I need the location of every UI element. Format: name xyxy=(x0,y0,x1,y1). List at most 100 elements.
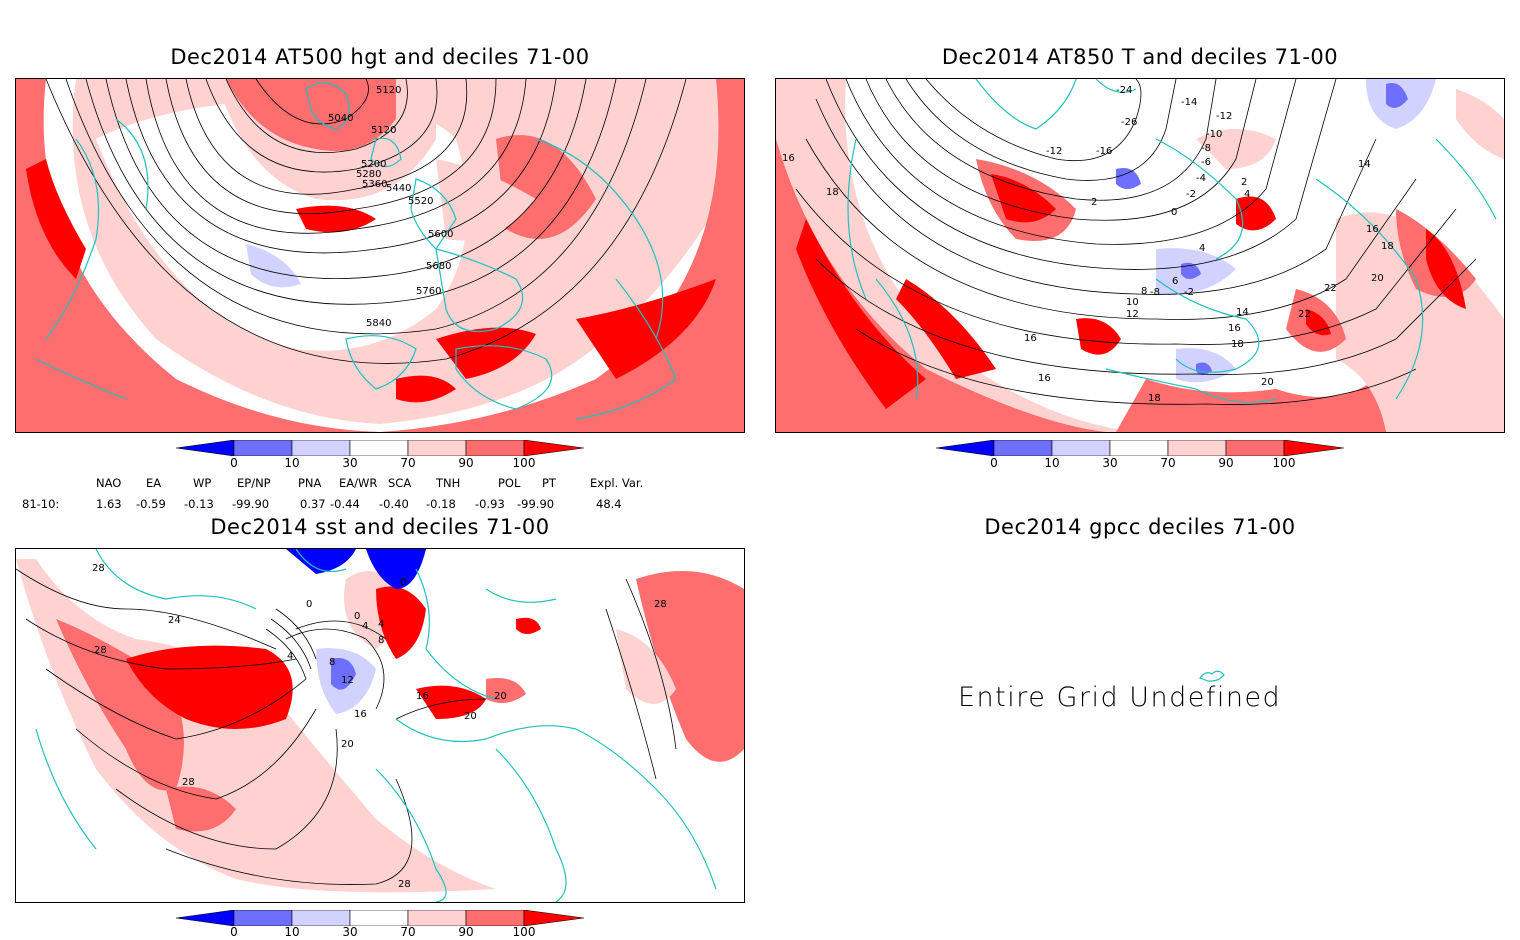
index-header: PNA xyxy=(298,476,322,490)
sst-map-canvas: 28 24 28 0 0 0 4 4 4 8 8 12 16 16 20 20 … xyxy=(16,549,744,902)
contour-label: 28 xyxy=(92,563,105,574)
contour-label: 28 xyxy=(182,777,195,788)
index-header: NAO xyxy=(96,476,122,490)
contour-label: 18 xyxy=(826,187,839,198)
colorbar-tick: 70 xyxy=(400,925,416,939)
contour-label: 16 xyxy=(1024,333,1037,344)
contour-label: -10 xyxy=(1206,129,1222,140)
index-value: -0.44 xyxy=(330,497,360,511)
colorbar-tick: 30 xyxy=(342,925,358,939)
contour-label: 16 xyxy=(782,153,795,164)
contour-label: 5600 xyxy=(428,229,453,240)
contour-label: 0 xyxy=(354,611,360,622)
sst-colorbar: 0 10 30 70 90 100 xyxy=(175,909,586,940)
index-value: 48.4 xyxy=(596,497,622,511)
colorbar-tick: 10 xyxy=(1044,456,1060,470)
contour-label: -2 xyxy=(1186,189,1196,200)
sst-title: Dec2014 sst and deciles 71-00 xyxy=(210,515,550,539)
gpcc-coast-fragment xyxy=(1199,670,1225,682)
z500-colorbar: 0 10 30 70 90 100 xyxy=(175,439,586,476)
index-header: POL xyxy=(498,476,521,490)
contour-label: 28 xyxy=(398,879,411,890)
contour-label: 2 xyxy=(1241,177,1247,188)
index-value: -0.13 xyxy=(184,497,214,511)
contour-label: 20 xyxy=(1371,273,1384,284)
index-header: PT xyxy=(542,476,556,490)
contour-label: 18 xyxy=(1231,339,1244,350)
contour-label: 5760 xyxy=(416,286,441,297)
z500-colorbar-bar xyxy=(175,439,585,457)
t850-colorbar-bar xyxy=(935,439,1345,457)
contour-label: 12 xyxy=(341,675,354,686)
contour-label: -8 xyxy=(1150,287,1160,298)
contour-label: 28 xyxy=(94,645,107,656)
index-value: -99.90 xyxy=(517,497,555,511)
contour-label: -26 xyxy=(1121,117,1137,128)
contour-label: 16 xyxy=(1038,373,1051,384)
contour-label: 4 xyxy=(1244,189,1250,200)
z500-map-canvas: 5120 5040 5120 5200 5280 5360 5440 5520 … xyxy=(16,79,744,432)
contour-label: -16 xyxy=(1096,146,1112,157)
gpcc-title: Dec2014 gpcc deciles 71-00 xyxy=(984,515,1296,539)
contour-label: 5200 xyxy=(361,159,386,170)
contour-label: 5120 xyxy=(376,85,401,96)
contour-label: -4 xyxy=(1196,173,1206,184)
contour-label: 22 xyxy=(1298,309,1311,320)
index-value: -0.40 xyxy=(379,497,409,511)
colorbar-tick: 100 xyxy=(512,925,536,939)
index-header: TNH xyxy=(436,476,461,490)
index-header: Expl. Var. xyxy=(590,476,644,490)
contour-label: 16 xyxy=(1366,224,1379,235)
contour-label: 8 xyxy=(1141,286,1147,297)
index-value: 1.63 xyxy=(96,497,122,511)
contour-label: 22 xyxy=(1324,283,1337,294)
contour-label: 4 xyxy=(362,621,368,632)
contour-label: 5280 xyxy=(356,169,381,180)
colorbar-tick: 90 xyxy=(458,456,474,470)
contour-label: 20 xyxy=(1261,377,1274,388)
indices-value-row: 81-10: 1.63 -0.59 -0.13 -99.90 0.37 -0.4… xyxy=(0,497,760,513)
contour-label: -6 xyxy=(1201,157,1211,168)
colorbar-tick: 0 xyxy=(230,456,238,470)
colorbar-tick: 0 xyxy=(990,456,998,470)
z500-map: 5120 5040 5120 5200 5280 5360 5440 5520 … xyxy=(15,78,745,433)
contour-label: -2 xyxy=(1184,287,1194,298)
contour-label: 14 xyxy=(1358,159,1371,170)
z500-contour-labels: 5120 5040 5120 5200 5280 5360 5440 5520 … xyxy=(328,85,453,329)
colorbar-tick: 30 xyxy=(1102,456,1118,470)
contour-label: -12 xyxy=(1046,146,1062,157)
contour-label: -24 xyxy=(1116,85,1132,96)
contour-label: 18 xyxy=(1148,393,1161,404)
t850-map-canvas: -24 -26 -14 -12 -10 -12 -16 -8 -6 -4 -2 … xyxy=(776,79,1504,432)
contour-label: 5680 xyxy=(426,261,451,272)
gpcc-undefined-message: Entire Grid Undefined xyxy=(958,682,1282,713)
index-value: -0.18 xyxy=(426,497,456,511)
contour-label: 5120 xyxy=(371,125,396,136)
contour-label: 20 xyxy=(464,711,477,722)
contour-label: 4 xyxy=(378,619,384,630)
index-value: 0.37 xyxy=(300,497,326,511)
indices-header-row: NAO EA WP EP/NP PNA EA/WR SCA TNH POL PT… xyxy=(0,476,760,492)
index-header: EA xyxy=(146,476,162,490)
colorbar-tick: 70 xyxy=(1160,456,1176,470)
contour-label: -8 xyxy=(1201,143,1211,154)
contour-label: 6 xyxy=(1172,276,1178,287)
colorbar-tick: 10 xyxy=(284,925,300,939)
colorbar-tick: 0 xyxy=(230,925,238,939)
contour-label: 5040 xyxy=(328,113,353,124)
colorbar-tick: 100 xyxy=(1272,456,1296,470)
contour-label: 4 xyxy=(287,651,293,662)
colorbar-tick: 10 xyxy=(284,456,300,470)
t850-colorbar: 0 10 30 70 90 100 xyxy=(935,439,1346,476)
index-row-label: 81-10: xyxy=(22,497,60,511)
index-value: -0.93 xyxy=(475,497,505,511)
contour-label: 28 xyxy=(654,599,667,610)
contour-label: 16 xyxy=(416,691,429,702)
index-value: -0.59 xyxy=(136,497,166,511)
contour-label: -14 xyxy=(1181,97,1197,108)
contour-label: 0 xyxy=(306,599,312,610)
t850-title: Dec2014 AT850 T and deciles 71-00 xyxy=(941,45,1339,69)
index-header: WP xyxy=(193,476,212,490)
contour-label: 5360 xyxy=(362,179,387,190)
colorbar-tick: 30 xyxy=(342,456,358,470)
